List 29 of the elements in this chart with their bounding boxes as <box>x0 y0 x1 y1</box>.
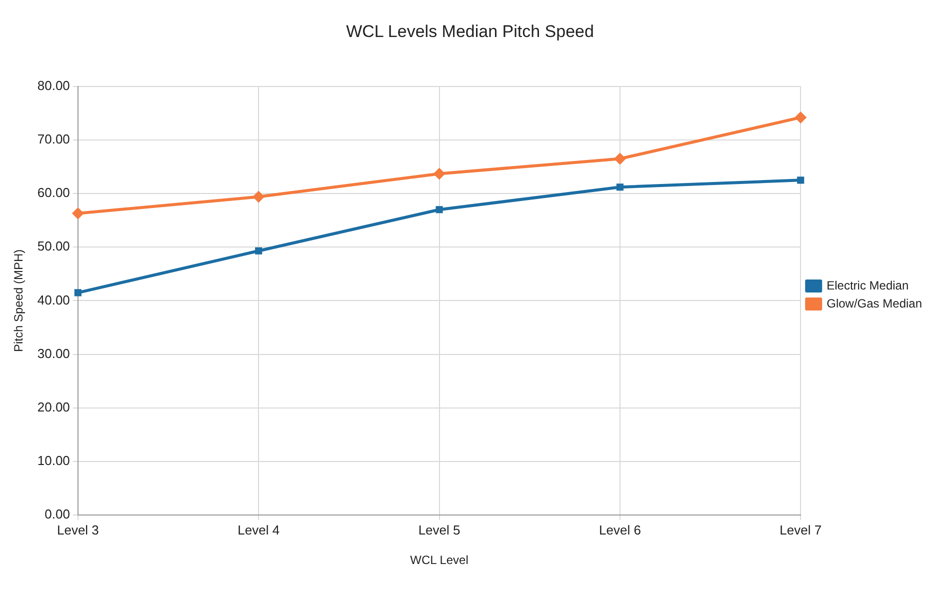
y-axis-title: Pitch Speed (MPH) <box>12 249 26 352</box>
point <box>72 207 84 220</box>
y-tick-label: 30.00 <box>37 346 70 361</box>
x-tick-label: Level 3 <box>56 522 99 538</box>
point <box>616 184 624 191</box>
y-tick-label: 0.00 <box>44 506 70 522</box>
y-tick-label: 10.00 <box>37 453 70 468</box>
x-tick-label: Level 4 <box>238 522 280 538</box>
point <box>74 289 82 296</box>
point <box>252 190 265 203</box>
y-tick-label: 70.00 <box>37 132 70 147</box>
x-tick-label: Level 5 <box>418 522 460 538</box>
point <box>255 247 262 254</box>
y-tick-label: 50.00 <box>37 238 70 254</box>
legend-label: Glow/Gas Median <box>826 296 922 310</box>
point <box>797 176 804 184</box>
point <box>614 152 626 165</box>
chart-title: WCL Levels Median Pitch Speed <box>346 22 594 41</box>
y-tick-label: 40.00 <box>37 292 70 308</box>
y-tick-label: 80.00 <box>37 78 70 93</box>
y-tick-label: 20.00 <box>37 399 70 414</box>
y-tick-label: 60.00 <box>37 185 70 200</box>
point <box>436 206 443 214</box>
x-tick-label: Level 7 <box>780 522 822 538</box>
point <box>794 111 807 124</box>
x-axis-title: WCL Level <box>410 553 468 568</box>
legend-label: Electric Median <box>826 278 909 292</box>
x-tick-label: Level 6 <box>598 522 641 538</box>
point <box>433 168 446 180</box>
